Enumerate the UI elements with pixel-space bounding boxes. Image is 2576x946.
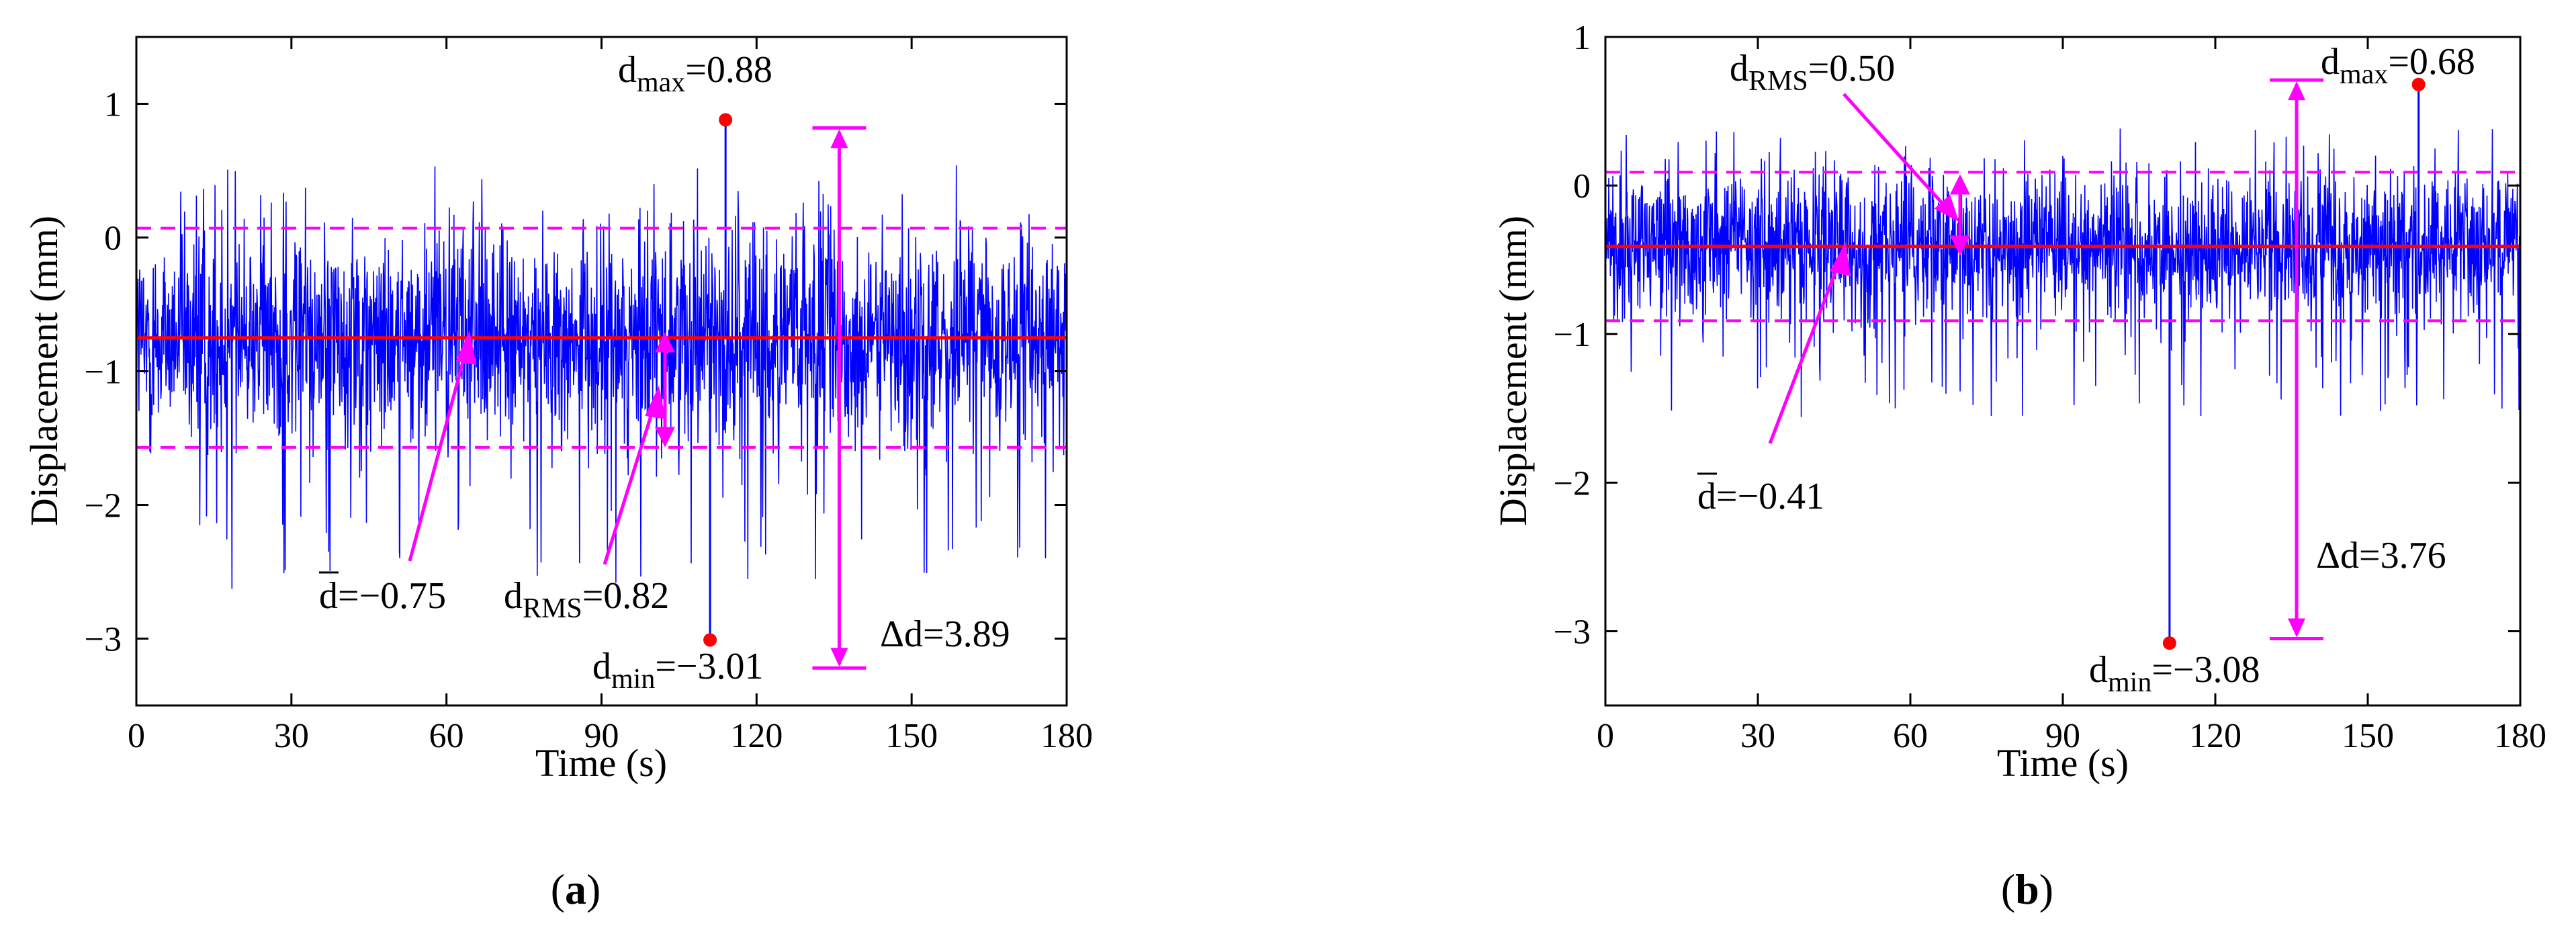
min-marker-b (2162, 636, 2176, 650)
range-head-top-b (2288, 81, 2306, 101)
y-tick-label: −1 (1554, 316, 1591, 354)
mean-label-a: d=−0.75 (319, 575, 446, 617)
rms-arrowhead-a (645, 385, 666, 420)
max-marker-b (2411, 77, 2426, 91)
x-ticks-b: 0 30 60 90 120 150 180 (1597, 37, 2546, 755)
rms-label-a: dRMS=0.82 (504, 575, 669, 624)
x-axis-label-b: Time (s) (1997, 741, 2129, 785)
x-tick-label: 0 (128, 717, 145, 755)
x-tick-label: 150 (885, 717, 938, 755)
x-tick-label: 150 (2342, 717, 2394, 755)
y-tick-label: −3 (85, 621, 122, 659)
y-axis-label-a: Displacement (mm) (22, 216, 66, 526)
y-ticks-a: 1 0 −1 −2 −3 (85, 86, 1067, 659)
x-tick-label: 180 (2494, 717, 2546, 755)
y-tick-label: −2 (1554, 464, 1591, 503)
range-bar-a (812, 126, 867, 670)
caption-b: (b) (2001, 865, 2053, 913)
panel-a: 1 0 −1 −2 −3 0 30 60 90 120 150 180 dmax=0.88 dmin… (22, 36, 1093, 913)
range-label-b: Δd=3.76 (2316, 535, 2446, 576)
y-tick-label: −3 (1554, 613, 1591, 651)
caption-a: (a) (551, 865, 601, 913)
y-ticks-b: 1 0 −1 −2 −3 (1554, 19, 2520, 651)
mean-arrowhead-b (1830, 242, 1851, 277)
y-tick-label: −2 (85, 487, 122, 525)
rms-arrow-a (603, 402, 657, 565)
rms-span-top-a (654, 332, 676, 353)
rms-span-bottom-a (654, 427, 676, 447)
range-head-top-a (830, 129, 848, 148)
range-head-bottom-a (830, 648, 848, 667)
x-ticks-a: 0 30 60 90 120 150 180 (128, 37, 1093, 755)
y-tick-label: −1 (85, 353, 122, 392)
mean-arrow-a (408, 349, 468, 562)
rms-span-bottom-b (1949, 235, 1971, 256)
rms-label-b: dRMS=0.50 (1730, 48, 1895, 97)
panel-b: 1 0 −1 −2 −3 0 30 60 90 120 150 180 dRMS=0.50 dmax… (1491, 19, 2546, 913)
signal-trace-a (136, 165, 1067, 589)
range-label-a: Δd=3.89 (880, 613, 1010, 655)
annotation-arrows-b (1768, 93, 1971, 444)
x-tick-label: 30 (1740, 717, 1775, 755)
mean-arrowhead-a (455, 330, 477, 366)
y-tick-label: 1 (1573, 19, 1591, 57)
x-tick-label: 60 (429, 717, 464, 755)
rms-arrow-b (1842, 93, 1949, 211)
min-label-a: dmin=−3.01 (592, 646, 764, 695)
y-tick-label: 1 (104, 86, 122, 124)
x-tick-label: 120 (2189, 717, 2241, 755)
min-label-b: dmin=−3.08 (2089, 649, 2260, 698)
signal-trace-b (1605, 128, 2520, 417)
max-label-a: dmax=0.88 (618, 49, 772, 98)
plot-area-b (1605, 37, 2520, 705)
x-tick-label: 0 (1597, 717, 1614, 755)
x-tick-label: 180 (1040, 717, 1093, 755)
signal-series-b (1605, 84, 2520, 644)
x-tick-label: 30 (274, 717, 309, 755)
min-marker-a (703, 633, 717, 647)
max-marker-a (719, 113, 733, 127)
y-tick-label: 0 (104, 220, 122, 258)
max-label-b: dmax=0.68 (2321, 41, 2475, 90)
x-tick-label: 90 (2045, 717, 2080, 755)
annotation-arrows-a (408, 330, 676, 565)
x-tick-label: 120 (730, 717, 783, 755)
rms-span-top-b (1949, 174, 1971, 195)
rms-arrowhead-b (1934, 194, 1959, 222)
y-tick-label: 0 (1573, 167, 1591, 206)
x-tick-label: 90 (584, 717, 619, 755)
x-axis-label-a: Time (s) (535, 741, 667, 785)
mean-arrow-b (1768, 258, 1842, 444)
y-axis-label-b: Displacement (mm) (1491, 216, 1535, 526)
mean-label-b: d=−0.41 (1697, 476, 1824, 517)
x-tick-label: 60 (1893, 717, 1928, 755)
range-head-bottom-b (2288, 618, 2306, 638)
range-bar-b (2270, 78, 2324, 640)
